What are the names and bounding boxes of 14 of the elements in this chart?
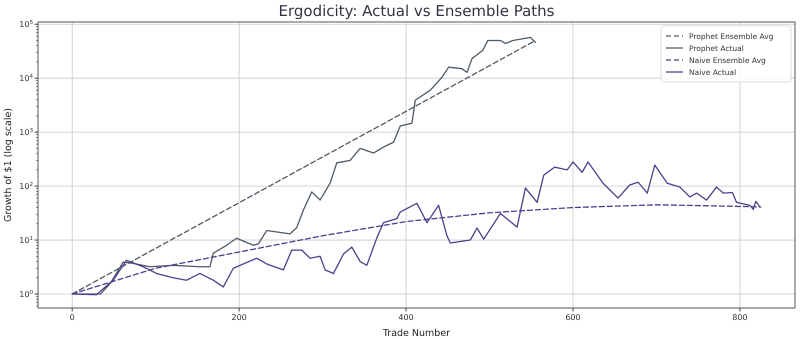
x-axis-title: Trade Number	[382, 328, 450, 339]
x-tick-label: 200	[232, 313, 247, 322]
y-tick-label: 10$^{1}$	[19, 235, 34, 246]
chart-title: Ergodicity: Actual vs Ensemble Paths	[278, 2, 555, 20]
y-tick-label: 10$^{3}$	[19, 127, 34, 138]
y-tick-label: 10$^{5}$	[19, 19, 34, 30]
y-tick-label: 10$^{0}$	[19, 288, 34, 299]
x-tick-label: 600	[565, 313, 581, 322]
x-tick-label: 0	[70, 313, 75, 322]
x-tick-label: 400	[398, 313, 414, 322]
y-tick-label: 10$^{2}$	[19, 181, 33, 192]
y-tick-label: 10$^{4}$	[19, 73, 34, 84]
x-tick-label: 800	[732, 313, 748, 322]
y-axis-title: Growth of $1 (log scale)	[3, 108, 14, 222]
